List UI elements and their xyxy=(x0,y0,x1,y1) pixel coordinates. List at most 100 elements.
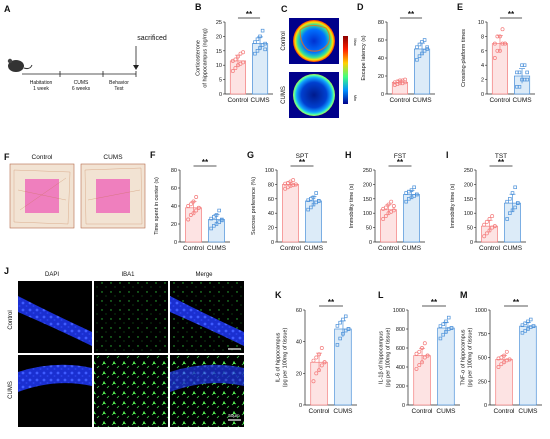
y-tick-label-b: 15 xyxy=(216,49,222,55)
y-axis-label-g: Sucrose preference (%) xyxy=(251,177,257,235)
data-point-f xyxy=(209,216,213,221)
y-tick-label-g: 20 xyxy=(268,226,274,232)
y-tick-label-d: 60 xyxy=(378,38,384,44)
y-tick-label-d: 20 xyxy=(378,74,384,80)
panel-label-a: A xyxy=(4,4,11,14)
data-point-l xyxy=(414,351,419,356)
data-point-i xyxy=(505,217,509,221)
data-point-g xyxy=(288,183,293,188)
openfield-center-control xyxy=(25,179,59,213)
data-point-f xyxy=(188,213,193,217)
y-tick-label-f: 40 xyxy=(171,204,177,210)
data-point-i xyxy=(482,234,487,239)
x-tick-label-i: CUMS xyxy=(503,245,523,252)
data-point-f xyxy=(191,199,196,204)
data-point-g xyxy=(293,182,298,187)
data-point-d xyxy=(400,81,405,86)
data-point-l xyxy=(449,326,454,330)
data-point-g xyxy=(317,199,321,203)
data-point-l xyxy=(422,355,427,360)
panel-label-f: F xyxy=(4,152,10,162)
data-point-l xyxy=(425,353,430,358)
y-tick-label-b: 0 xyxy=(219,92,222,98)
x-tick-label-l: Control xyxy=(412,408,434,415)
micro-cums-iba1 xyxy=(94,355,168,427)
data-point-e xyxy=(525,77,529,82)
data-point-f xyxy=(194,208,199,213)
chart-panel-b: B 0 5 10 15 20 25 Corticosterone of hippocampus … xyxy=(195,2,273,104)
data-point-e xyxy=(498,48,502,53)
data-point-h xyxy=(383,214,388,219)
bar-b-cums xyxy=(252,43,269,95)
panel-f-openfield: F Control CUMS xyxy=(4,152,146,229)
data-point-i xyxy=(516,201,520,205)
data-point-h xyxy=(412,185,416,190)
data-point-h xyxy=(383,205,388,210)
x-tick-label-m: Control xyxy=(494,408,516,415)
y-tick-label-m: 750 xyxy=(478,332,487,338)
y-tick-label-i: 250 xyxy=(464,168,473,174)
y-tick-label-d: 40 xyxy=(378,56,384,62)
mouse-icon xyxy=(7,58,33,72)
data-point-i xyxy=(487,228,492,233)
data-point-e xyxy=(495,34,500,39)
data-point-i xyxy=(482,222,487,227)
x-tick-label-k: CUMS xyxy=(333,408,353,415)
y-tick-label-m: 1000 xyxy=(475,308,487,314)
y-tick-label-g: 80 xyxy=(268,182,274,188)
significance-label-g: ** xyxy=(299,158,306,167)
data-point-l xyxy=(417,363,422,368)
bar-k-cums xyxy=(334,328,352,406)
panel-label-j: J xyxy=(4,266,9,276)
panel-label-d: D xyxy=(357,2,364,12)
chart-panel-i: I TST 0 50 100 150 200 250 Immobility time (s) Co… xyxy=(446,150,526,252)
sacrificed-label: sacrificed xyxy=(137,35,167,42)
openfield-center-cums xyxy=(96,179,130,213)
stage-habitation-duration: 1 week xyxy=(33,86,49,92)
data-point-e xyxy=(500,27,505,32)
data-point-e xyxy=(503,41,508,46)
data-point-d xyxy=(425,47,429,51)
data-point-m xyxy=(496,365,501,369)
data-point-m xyxy=(523,321,527,326)
y-tick-label-h: 50 xyxy=(366,226,372,232)
y-tick-label-e: 6 xyxy=(481,49,484,55)
data-point-l xyxy=(441,332,445,337)
y-tick-label-i: 200 xyxy=(464,182,473,188)
data-point-f xyxy=(212,224,216,228)
y-tick-label-l: 600 xyxy=(396,346,405,352)
data-point-m xyxy=(526,319,530,324)
data-point-k xyxy=(317,352,321,357)
data-point-h xyxy=(404,199,408,204)
data-point-b xyxy=(253,40,257,44)
x-tick-label-d: CUMS xyxy=(412,97,432,104)
x-tick-label-h: Control xyxy=(378,245,400,252)
x-tick-label-i: Control xyxy=(479,245,501,252)
y-tick-label-e: 10 xyxy=(478,20,484,26)
y-tick-label-g: 0 xyxy=(271,240,274,246)
y-axis-label-d: Escape latency (s) xyxy=(361,35,367,80)
panel-label-e: E xyxy=(457,2,463,12)
data-point-i xyxy=(492,224,497,229)
data-point-g xyxy=(309,205,313,210)
microscopy-col-merge: Merge xyxy=(195,272,213,278)
y-axis-label-b: of hippocampus (ng/mg) xyxy=(203,28,209,87)
data-point-k xyxy=(341,332,345,336)
colorbar-min: Min xyxy=(353,95,358,101)
y-tick-label-e: 8 xyxy=(481,34,484,40)
data-point-d xyxy=(417,54,422,58)
data-point-g xyxy=(311,195,316,200)
data-point-m xyxy=(499,355,504,360)
data-point-l xyxy=(444,319,448,324)
y-tick-label-g: 40 xyxy=(268,211,274,217)
data-point-d xyxy=(403,77,408,82)
data-point-f xyxy=(214,222,219,226)
y-axis-label-h: Immobility time (s) xyxy=(349,184,355,229)
y-tick-label-k: 20 xyxy=(296,371,302,377)
y-tick-label-l: 400 xyxy=(396,365,405,371)
y-axis-label-f: Time spent in center (s) xyxy=(154,177,160,235)
data-point-k xyxy=(311,379,316,384)
significance-label-f: ** xyxy=(202,158,209,167)
significance-label-m: ** xyxy=(513,298,520,307)
